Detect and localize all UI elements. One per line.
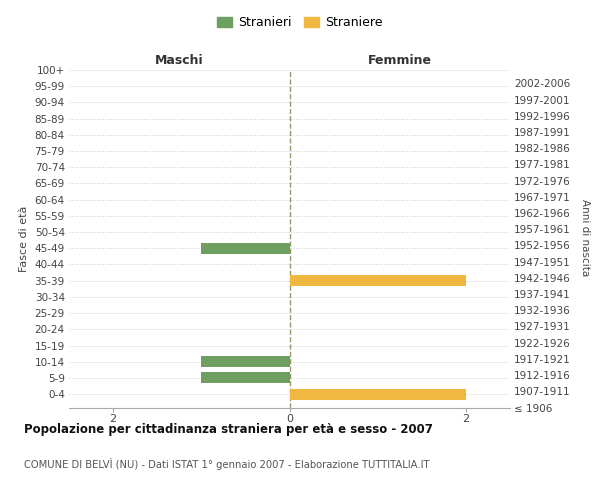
- Bar: [290, 275, 466, 286]
- Y-axis label: Fasce di età: Fasce di età: [19, 206, 29, 272]
- Text: Femmine: Femmine: [368, 54, 432, 67]
- Text: Anni di nascita: Anni di nascita: [580, 199, 590, 276]
- Bar: [202, 372, 290, 384]
- Text: Maschi: Maschi: [155, 54, 203, 67]
- Bar: [202, 356, 290, 367]
- Text: COMUNE DI BELVÌ (NU) - Dati ISTAT 1° gennaio 2007 - Elaborazione TUTTITALIA.IT: COMUNE DI BELVÌ (NU) - Dati ISTAT 1° gen…: [24, 458, 430, 469]
- Legend: Stranieri, Straniere: Stranieri, Straniere: [212, 11, 388, 34]
- Text: Popolazione per cittadinanza straniera per età e sesso - 2007: Popolazione per cittadinanza straniera p…: [24, 422, 433, 436]
- Bar: [290, 388, 466, 400]
- Bar: [202, 243, 290, 254]
